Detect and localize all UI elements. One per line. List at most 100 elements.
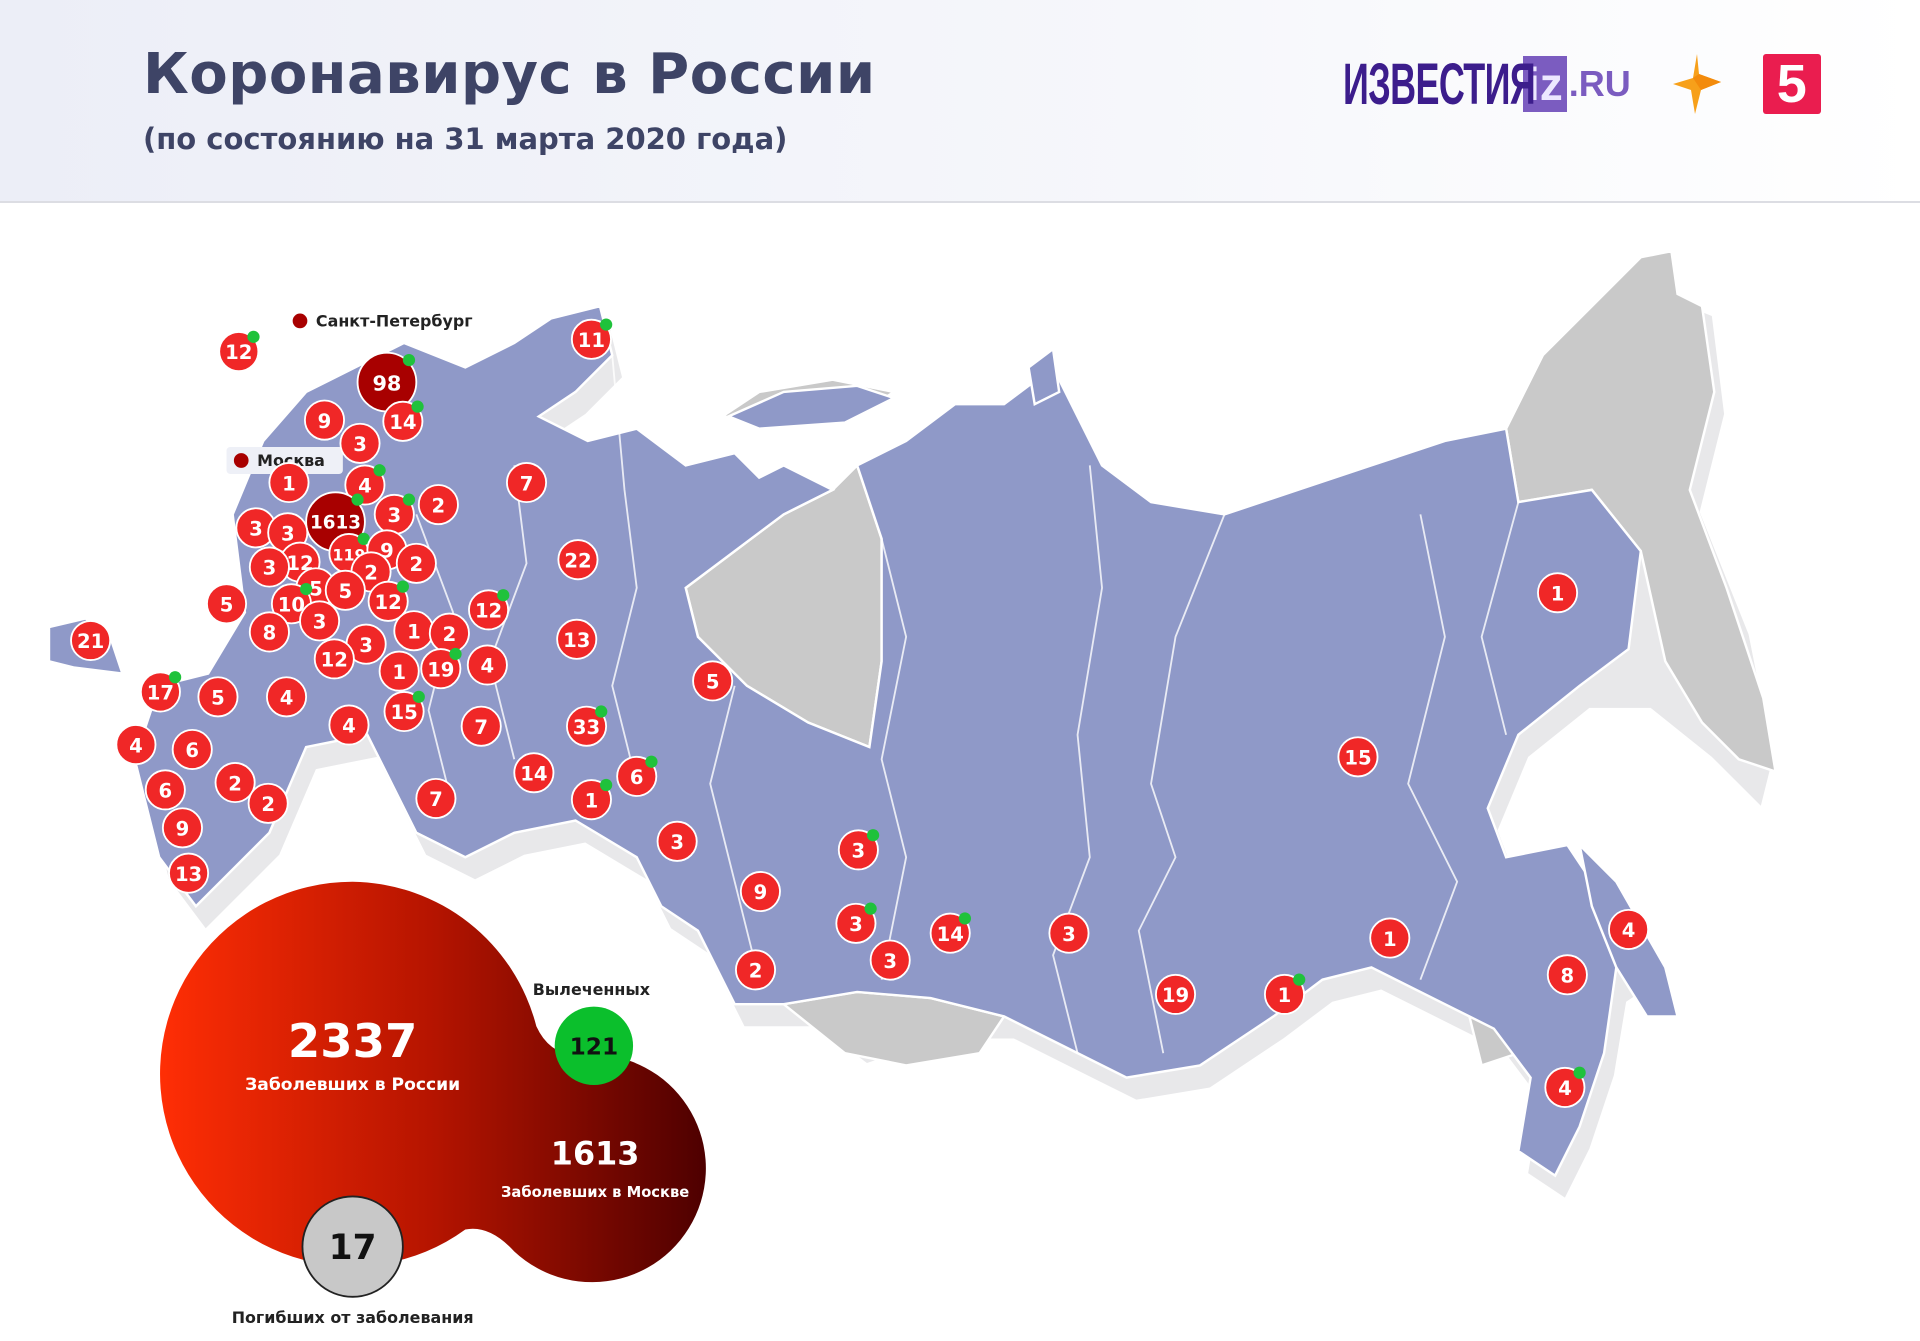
region-bubble — [115, 724, 157, 766]
region-bubble — [616, 755, 658, 797]
header: Коронавирус в России (по состоянию на 31… — [0, 0, 1920, 203]
region-bubble — [367, 580, 409, 622]
spb-label: Санкт-Петербург — [316, 311, 473, 330]
region-case-count: 2 — [749, 960, 763, 983]
region-case-count: 3 — [852, 840, 866, 863]
iz-ru-logo: .RU — [1568, 63, 1631, 104]
region-case-count: 1 — [392, 661, 406, 684]
region-bubble — [556, 618, 598, 660]
region-case-count: 3 — [313, 611, 327, 634]
region-bubble — [1546, 954, 1588, 996]
moscow-marker — [233, 453, 249, 468]
deaths-total: 17 — [329, 1228, 377, 1268]
region-bubble — [415, 777, 457, 819]
region-bubble — [382, 400, 424, 442]
region-case-count: 1613 — [310, 512, 361, 533]
recovered-marker — [411, 400, 424, 413]
region-case-count: 12 — [375, 591, 402, 614]
region-bubble — [1544, 1066, 1586, 1108]
region-bubble — [869, 939, 911, 981]
region-bubble — [1369, 917, 1411, 959]
region-bubble — [420, 648, 462, 690]
recovered-marker — [958, 912, 972, 925]
region-bubble — [248, 611, 290, 653]
region-case-count: 1 — [282, 472, 296, 495]
region-bubble — [268, 462, 310, 504]
region-bubble — [513, 752, 555, 794]
recovered-marker — [595, 705, 608, 718]
region-bubble — [460, 705, 502, 747]
region-bubble — [214, 762, 256, 804]
iz-logo: iz — [1523, 56, 1567, 112]
region-case-count: 5 — [338, 580, 352, 603]
region-bubble — [1537, 572, 1579, 614]
region-bubble — [299, 600, 341, 642]
region-case-count: 7 — [520, 472, 534, 495]
region-bubble — [835, 902, 877, 944]
recovered-marker — [866, 829, 880, 842]
region-case-count: 3 — [353, 433, 367, 456]
channel5-logo: 5 — [1762, 54, 1821, 114]
recovered-marker — [449, 647, 462, 661]
recovered-marker — [497, 589, 510, 602]
recovered-circle — [554, 1006, 634, 1085]
region-case-count: 17 — [147, 682, 174, 705]
recovered-marker — [1293, 973, 1306, 986]
region-case-count: 1 — [1551, 582, 1565, 605]
region-case-count: 3 — [249, 518, 263, 541]
region-bubble — [144, 769, 186, 811]
region-case-count: 12 — [286, 552, 313, 575]
region-case-count: 21 — [77, 630, 104, 653]
region-case-count: 19 — [427, 658, 454, 681]
recovered-marker — [600, 778, 613, 792]
region-bubble — [395, 542, 437, 584]
recovered-marker — [645, 755, 658, 768]
recovered-total: 121 — [570, 1034, 619, 1061]
region-bubble — [837, 829, 879, 871]
region-bubble — [197, 676, 239, 718]
region-case-count: 14 — [389, 411, 416, 434]
region-case-count: 3 — [849, 913, 863, 936]
affected-regions — [47, 304, 1680, 1178]
region-case-count: 22 — [564, 549, 591, 572]
region-bubble — [468, 589, 510, 631]
region-case-count: 4 — [280, 687, 294, 710]
region-case-count: 9 — [176, 818, 190, 841]
region-case-count: 5 — [309, 578, 323, 601]
region-bubble — [1048, 912, 1090, 954]
region-case-count: 9 — [318, 410, 332, 433]
region-case-count: 5 — [220, 593, 234, 616]
region-case-count: 10 — [278, 593, 305, 616]
region-case-count: 2 — [228, 772, 242, 795]
region-bubble — [570, 318, 612, 360]
region-bubble — [1608, 908, 1650, 950]
recovered-marker — [373, 464, 386, 477]
region-case-count: 3 — [263, 557, 277, 580]
region-case-count: 98 — [372, 371, 401, 395]
summary-legend: 2337 Заболевших в России 1613 Заболевших… — [160, 881, 706, 1327]
region-bubble — [929, 912, 971, 954]
region-case-count: 6 — [630, 766, 644, 789]
region-case-count: 2 — [364, 562, 378, 585]
region-bubble — [417, 484, 459, 526]
region-bubble — [383, 691, 425, 733]
spb-marker — [292, 313, 308, 329]
region-bubble — [324, 569, 366, 611]
region-bubble — [566, 705, 608, 747]
region-case-count: 4 — [129, 734, 143, 757]
region-case-count: 13 — [563, 629, 590, 652]
region-case-count: 4 — [358, 475, 372, 498]
region-bubble — [266, 676, 308, 718]
russia-total: 2337 — [288, 1014, 417, 1068]
region-case-count: 3 — [387, 504, 401, 527]
region-case-count: 5 — [706, 671, 720, 694]
region-bubble — [1155, 973, 1197, 1015]
region-bubble — [139, 671, 181, 713]
region-case-count: 4 — [1558, 1077, 1572, 1100]
region-bubble — [570, 779, 612, 821]
recovered-marker — [357, 532, 370, 545]
region-case-count: 3 — [281, 522, 295, 545]
recovered-marker — [168, 671, 182, 684]
region-case-count: 4 — [481, 655, 495, 678]
recovered-marker — [412, 690, 425, 703]
